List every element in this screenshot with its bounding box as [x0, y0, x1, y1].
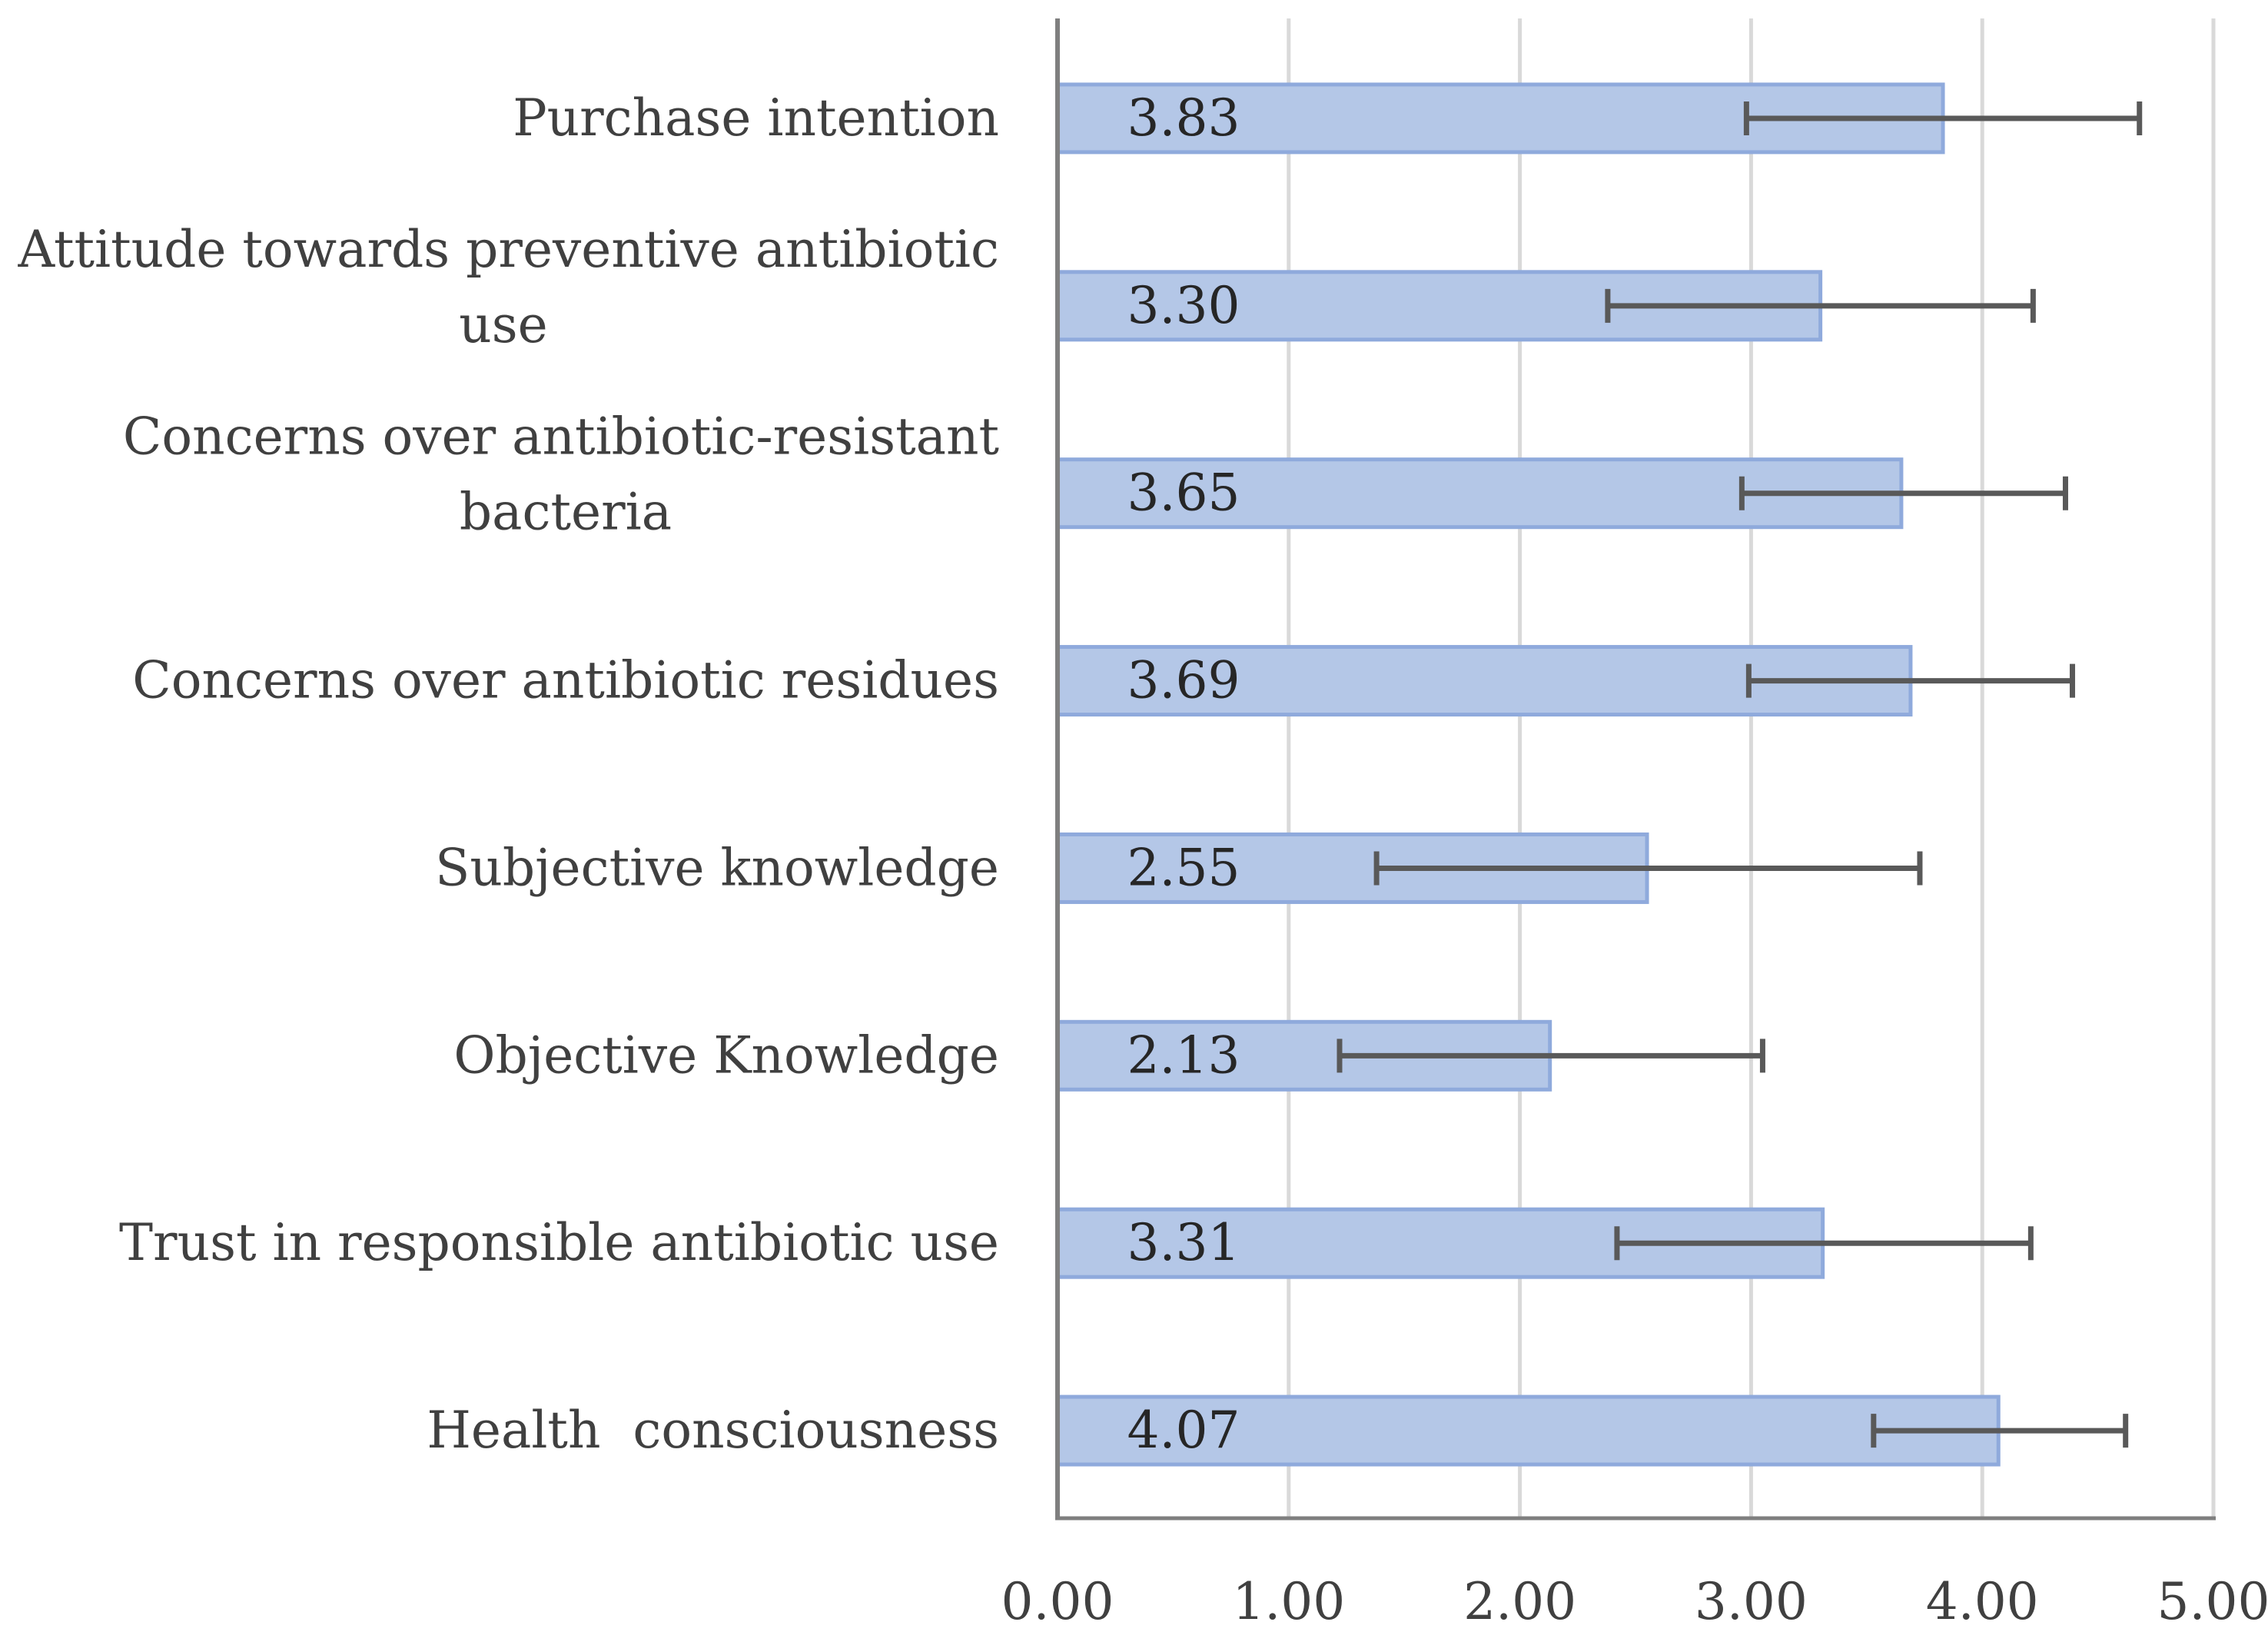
category-label: Concerns over antibiotic-resistant: [123, 407, 999, 467]
category-label: use: [459, 295, 547, 354]
category-label: bacteria: [460, 483, 672, 542]
x-tick-label: 4.00: [1926, 1572, 2039, 1631]
data-label: 3.83: [1127, 88, 1240, 148]
category-label: Concerns over antibiotic residues: [132, 651, 999, 710]
error-bars: [1337, 101, 2143, 1448]
data-label: 3.65: [1127, 464, 1240, 523]
category-label: Health consciousness: [427, 1401, 999, 1460]
labels: 3.83 Purchase intention 3.30 Attitude towar…: [17, 88, 2268, 1631]
category-label: Purchase intention: [513, 88, 999, 148]
data-label: 4.07: [1127, 1401, 1240, 1460]
data-label: 3.30: [1127, 276, 1240, 335]
x-tick-label: 5.00: [2157, 1572, 2268, 1631]
gridlines: [1287, 18, 2216, 1518]
axes: [1055, 18, 2216, 1521]
category-label: Attitude towards preventive antibiotic: [17, 220, 999, 279]
x-tick-label: 2.00: [1463, 1572, 1576, 1631]
category-label: Subjective knowledge: [435, 838, 999, 897]
x-tick-label: 3.00: [1695, 1572, 1808, 1631]
data-label: 2.13: [1127, 1025, 1240, 1085]
data-label: 3.31: [1127, 1213, 1240, 1272]
data-label: 3.69: [1127, 651, 1240, 710]
x-tick-label: 1.00: [1232, 1572, 1345, 1631]
category-label: Trust in responsible antibiotic use: [119, 1213, 999, 1272]
x-tick-label: 0.00: [1001, 1572, 1114, 1631]
category-label: Objective Knowledge: [453, 1025, 999, 1085]
data-label: 2.55: [1127, 838, 1240, 897]
